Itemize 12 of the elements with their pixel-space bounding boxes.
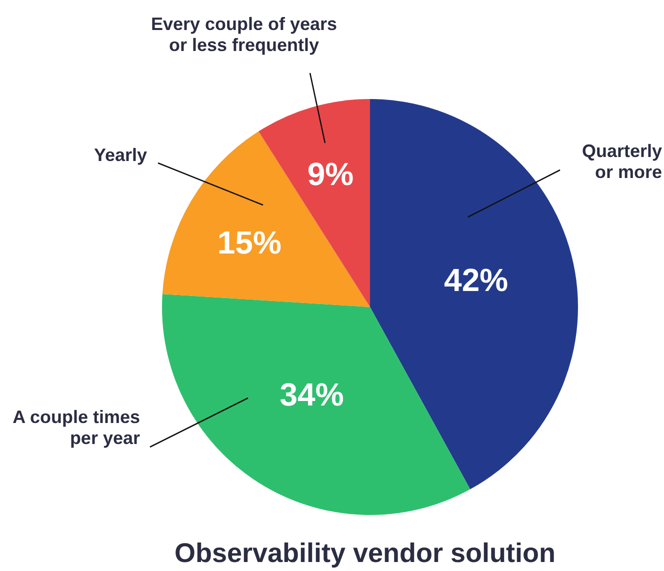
- slice-label: A couple times per year: [12, 407, 140, 448]
- data-label: 34%: [280, 376, 344, 412]
- slice-label: Every couple of years or less frequently: [150, 14, 338, 55]
- data-label: 42%: [444, 262, 508, 298]
- pie-slice: [162, 294, 470, 515]
- data-label: 9%: [307, 156, 354, 192]
- data-label: 15%: [217, 224, 282, 261]
- pie-slice: [370, 99, 578, 490]
- slice-label: Quarterly or more: [582, 141, 662, 182]
- text: Observability vendor solution: [174, 538, 556, 568]
- slice-label: Yearly: [94, 145, 147, 165]
- pie-slice: [162, 131, 370, 307]
